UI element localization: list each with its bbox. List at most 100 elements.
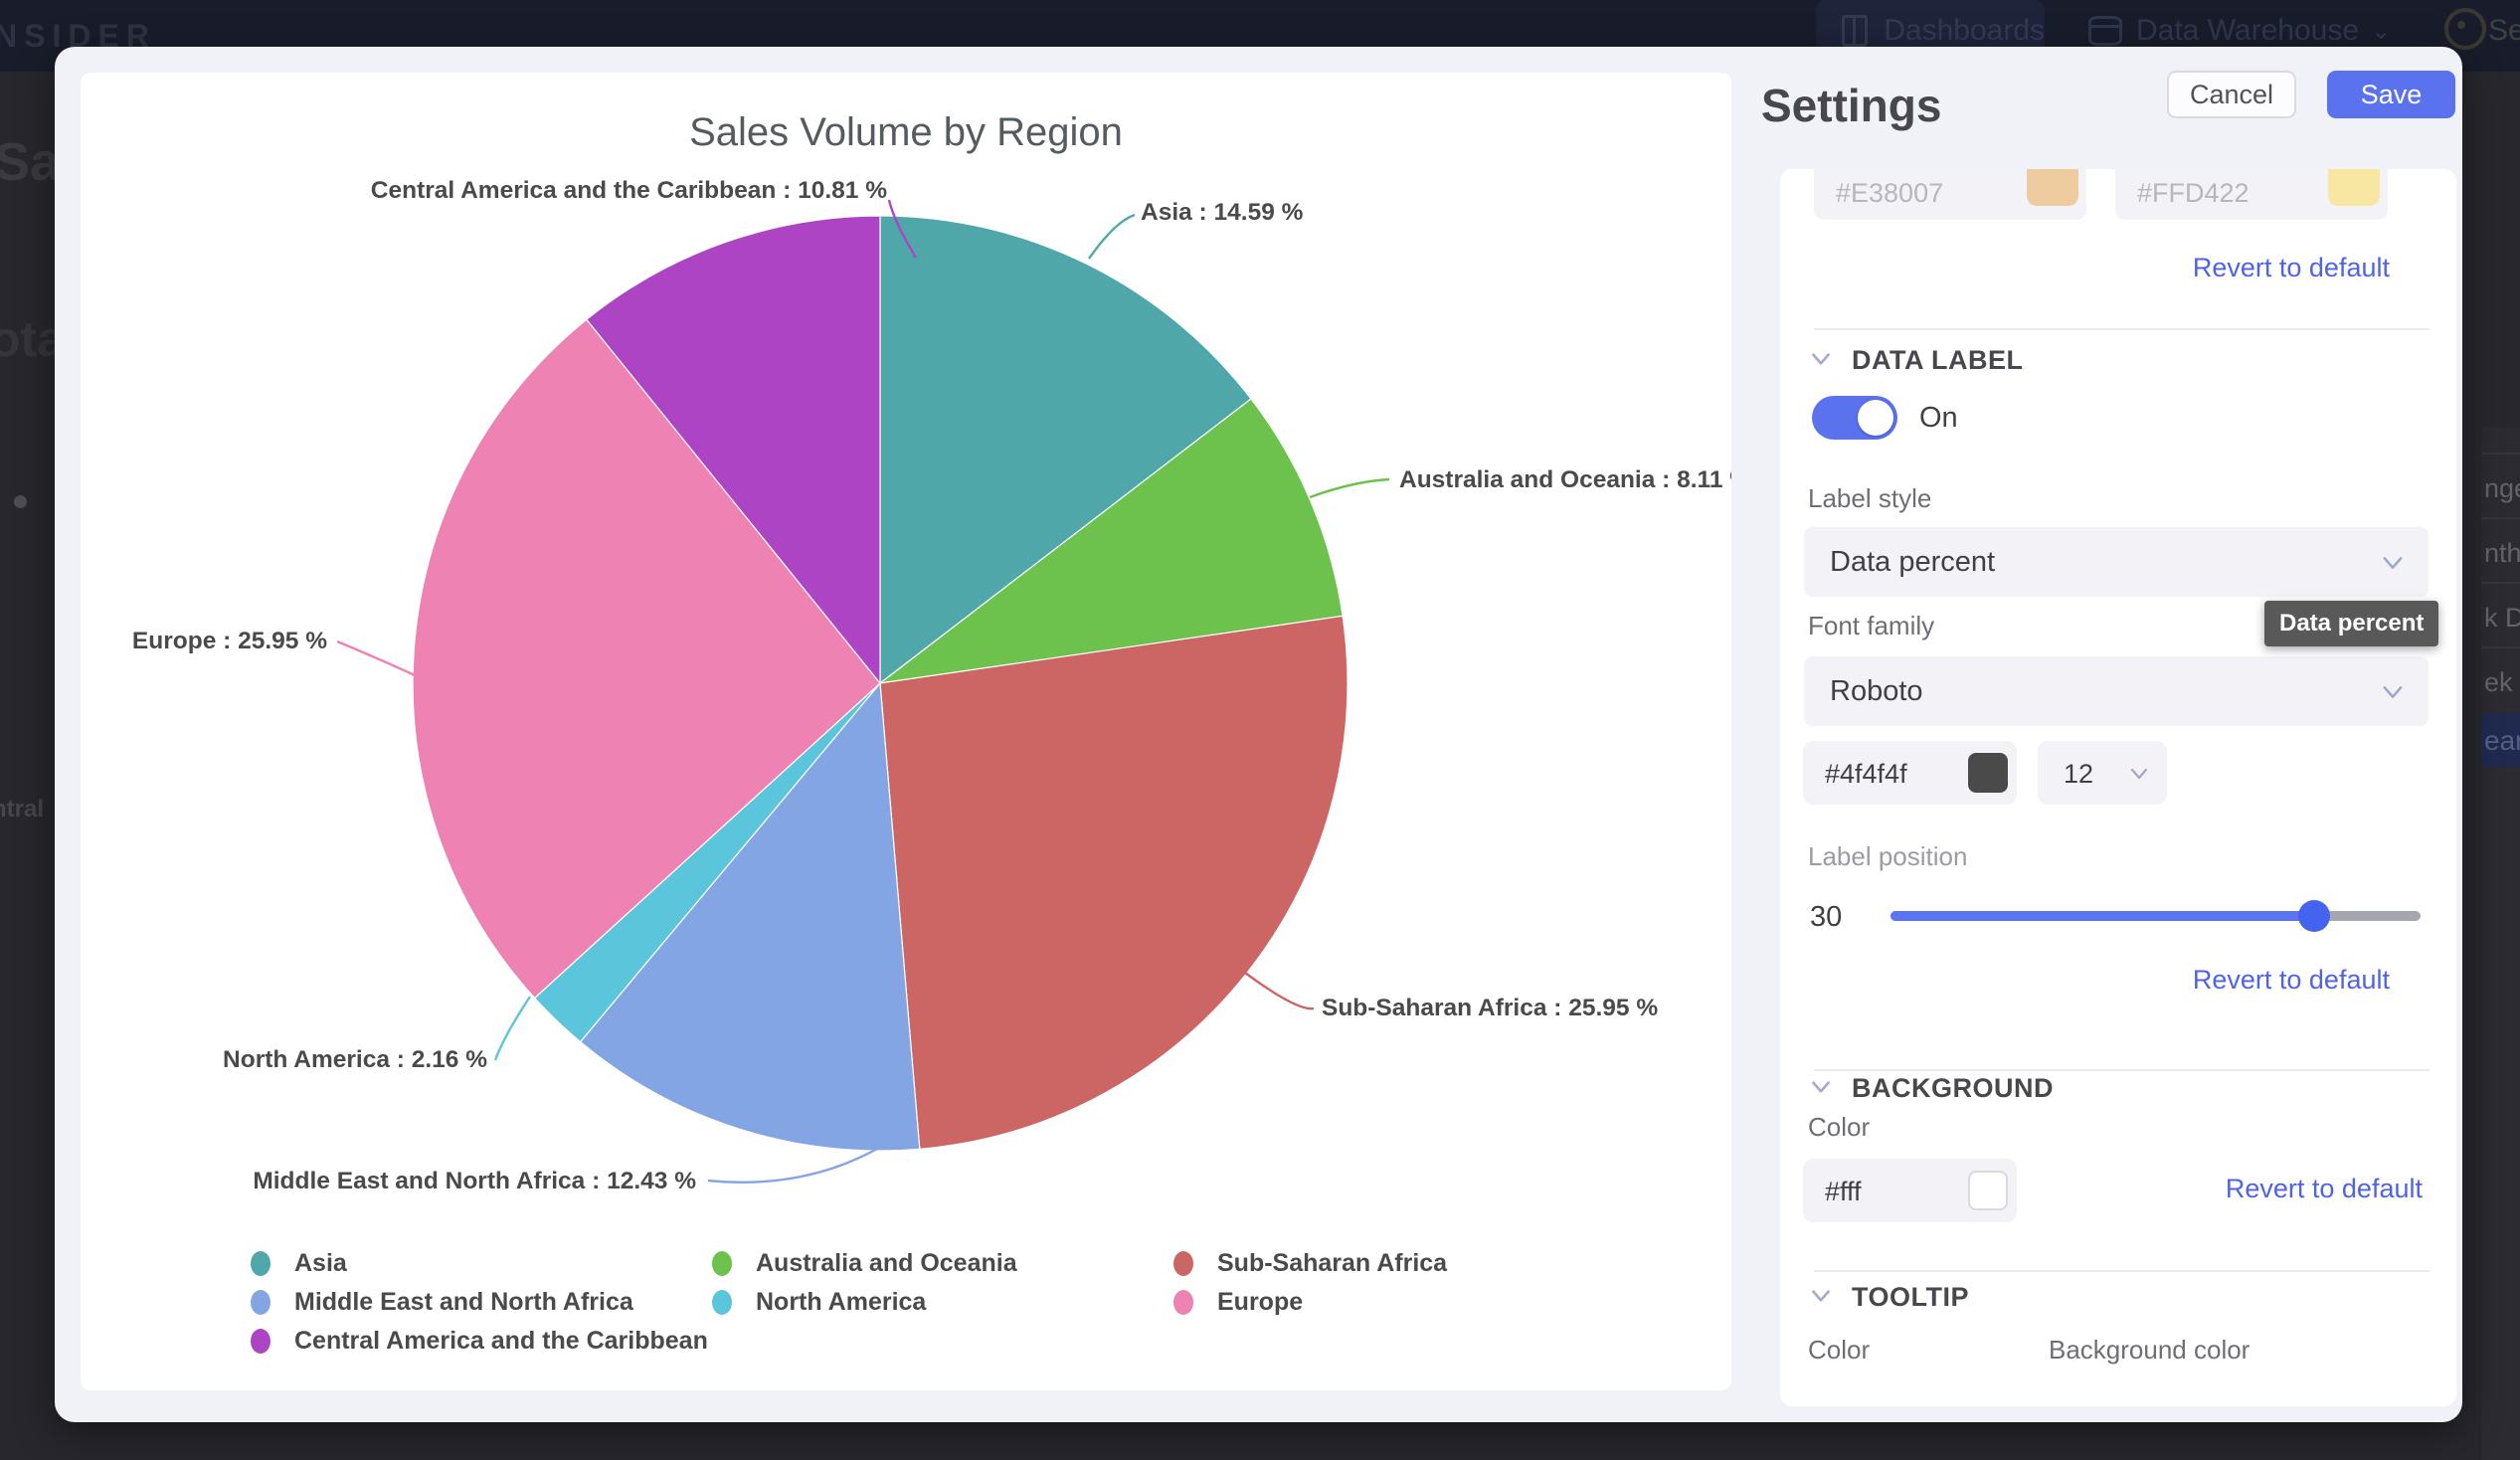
revert-background-link[interactable]: Revert to default	[2225, 1174, 2423, 1203]
legend-item[interactable]: Middle East and North Africa	[251, 1288, 712, 1317]
background-menu-item-fragment: nge	[2484, 473, 2520, 503]
pie-slice-label: Australia and Oceania : 8.11 %	[1399, 466, 1731, 493]
pie-slice-label: Asia : 14.59 %	[1141, 199, 1304, 226]
revert-data-label-link[interactable]: Revert to default	[2192, 965, 2390, 995]
background-menu-item-fragment: ear	[2484, 725, 2520, 756]
legend-color-dot	[712, 1251, 732, 1276]
chart-legend: Asia Australia and Oceania Sub-Saharan Afr…	[251, 1244, 1635, 1361]
data-label-section-header[interactable]: DATA LABEL	[1852, 345, 2024, 375]
nav-dashboards-label: Dashboards	[1884, 14, 2045, 47]
pie-chart[interactable]: Asia : 14.59 % Australia and Oceania : 8.…	[81, 73, 1731, 1390]
slider-fill	[1890, 911, 2315, 921]
save-button[interactable]: Save	[2327, 71, 2455, 118]
series-color-2-swatch[interactable]	[2328, 169, 2380, 206]
nav-settings-label-fragment: Se	[2488, 14, 2520, 47]
background-color-value: #fff	[1825, 1177, 1862, 1206]
pie-slice-label: North America : 2.16 %	[223, 1046, 487, 1073]
data-label-toggle-state: On	[1919, 402, 1958, 434]
series-color-1-swatch[interactable]	[2027, 169, 2078, 206]
font-size-dropdown[interactable]: 12	[2038, 741, 2167, 805]
nav-data-warehouse-label: Data Warehouse	[2136, 14, 2360, 47]
chevron-down-icon[interactable]	[1808, 1283, 1834, 1309]
dashboards-icon	[1842, 15, 1869, 47]
series-color-1-input[interactable]: #E38007	[1814, 169, 2086, 220]
label-style-dropdown[interactable]: Data percent	[1804, 527, 2429, 597]
legend-item[interactable]: Asia	[251, 1249, 712, 1278]
database-icon	[2088, 16, 2122, 46]
data-label-toggle[interactable]	[1812, 396, 1897, 440]
chevron-down-icon	[2383, 557, 2403, 569]
legend-color-dot	[251, 1329, 270, 1354]
pie-slice-label: Sub-Saharan Africa : 25.95 %	[1322, 995, 1658, 1021]
font-color-value: #4f4f4f	[1825, 759, 1907, 789]
legend-color-dot	[712, 1290, 732, 1315]
label-position-slider[interactable]	[1890, 911, 2421, 921]
settings-panel-title: Settings	[1761, 80, 1942, 131]
legend-label: North America	[756, 1288, 927, 1316]
legend-label: Asia	[294, 1249, 347, 1277]
toggle-knob	[1858, 400, 1893, 436]
series-color-2-input[interactable]: #FFD422	[2115, 169, 2388, 220]
chevron-down-icon[interactable]	[1808, 346, 1834, 372]
series-color-2-value: #FFD422	[2137, 178, 2250, 208]
pie-slice[interactable]	[879, 215, 1252, 685]
gear-icon[interactable]	[2444, 8, 2486, 50]
section-divider	[1814, 1069, 2430, 1071]
label-position-value: 30	[1810, 901, 1843, 933]
label-position-slider-thumb[interactable]	[2298, 900, 2330, 932]
font-color-input[interactable]: #4f4f4f	[1803, 741, 2017, 805]
pie-slice[interactable]	[877, 398, 1344, 684]
legend-label: Sub-Saharan Africa	[1217, 1249, 1448, 1277]
legend-label: Australia and Oceania	[756, 1249, 1017, 1277]
chevron-down-icon[interactable]	[1808, 1074, 1834, 1100]
chevron-down-icon	[2130, 768, 2148, 780]
revert-series-colors-link[interactable]: Revert to default	[2192, 253, 2390, 282]
tooltip-section-header[interactable]: TOOLTIP	[1852, 1282, 1969, 1312]
label-leader-line	[1088, 213, 1136, 260]
label-leader-line	[1236, 966, 1315, 1010]
font-family-label: Font family	[1808, 611, 1935, 640]
cancel-button[interactable]: Cancel	[2167, 71, 2296, 118]
chart-card: Asia : 14.59 % Australia and Oceania : 8.…	[81, 73, 1731, 1390]
background-menu-item-fragment: nth	[2484, 538, 2520, 568]
legend-item[interactable]: Sub-Saharan Africa	[1173, 1249, 1635, 1278]
pie-slice[interactable]	[879, 615, 1349, 1150]
legend-item[interactable]: Europe	[1173, 1288, 1635, 1317]
legend-color-dot	[251, 1251, 270, 1276]
chart-title: Sales Volume by Region	[689, 110, 1123, 154]
font-color-swatch[interactable]	[1968, 753, 2008, 793]
settings-modal: Asia : 14.59 % Australia and Oceania : 8.…	[55, 47, 2462, 1422]
label-leader-line	[493, 996, 532, 1061]
pie-slice[interactable]	[585, 215, 881, 685]
background-menu-item-selected: ear	[2481, 713, 2520, 767]
legend-item[interactable]: Australia and Oceania	[712, 1249, 1173, 1278]
label-leader-line	[707, 1134, 901, 1184]
background-section-header[interactable]: BACKGROUND	[1852, 1073, 2054, 1103]
legend-label: Middle East and North Africa	[294, 1288, 633, 1316]
label-leader-line	[887, 199, 918, 259]
tooltip-color-label: Color	[1808, 1335, 1871, 1365]
label-leader-line	[336, 639, 416, 677]
legend-label: Europe	[1217, 1288, 1304, 1316]
legend-item[interactable]: Central America and the Caribbean	[251, 1327, 712, 1356]
legend-color-dot	[1173, 1251, 1193, 1276]
pie-slice[interactable]	[579, 681, 921, 1152]
chevron-down-icon: ⌄	[2371, 17, 2392, 45]
background-menu-strip: nge nth k D ek ear	[2481, 428, 2520, 1460]
background-menu-item-fragment: ek	[2484, 667, 2513, 697]
font-family-value: Roboto	[1830, 675, 1923, 707]
pie-slice[interactable]	[412, 318, 881, 1000]
background-text-fragment: ota	[0, 311, 65, 367]
section-divider	[1814, 1270, 2430, 1272]
background-color-label: Color	[1808, 1112, 1871, 1142]
background-color-input[interactable]: #fff	[1803, 1159, 2017, 1222]
nav-data-warehouse-dropdown[interactable]: Data Warehouse ⌄	[2088, 0, 2391, 62]
hover-tooltip: Data percent	[2264, 601, 2439, 646]
font-size-value: 12	[2064, 759, 2094, 789]
font-family-dropdown[interactable]: Roboto	[1804, 656, 2429, 726]
legend-item[interactable]: North America	[712, 1288, 1173, 1317]
series-color-1-value: #E38007	[1836, 178, 1944, 208]
background-menu-item-fragment: k D	[2484, 603, 2520, 633]
background-color-swatch[interactable]	[1968, 1171, 2008, 1210]
settings-card: #E38007 #FFD422 Revert to default DATA L…	[1780, 169, 2456, 1406]
